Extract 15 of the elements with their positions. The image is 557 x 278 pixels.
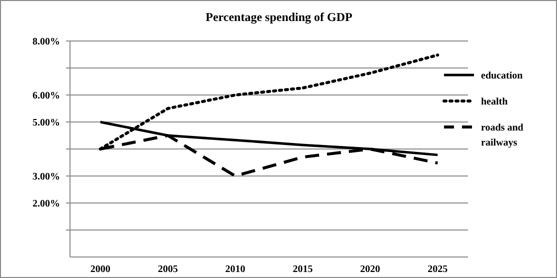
- chart-title: Percentage spending of GDP: [206, 10, 352, 24]
- x-tick-label: 2015: [292, 264, 313, 275]
- y-tick-label: 6.00%: [32, 90, 60, 102]
- x-tick-label: 2005: [158, 264, 178, 275]
- y-tick-label: 2.00%: [32, 198, 60, 210]
- x-tick-label: 2020: [360, 264, 380, 275]
- x-tick-label: 2010: [225, 264, 246, 275]
- x-tick-label: 2000: [90, 264, 110, 275]
- y-tick-label: 8.00%: [32, 36, 60, 48]
- legend-label: roads and railways: [481, 122, 524, 148]
- legend-label: health: [481, 96, 508, 108]
- y-tick-label: 3.00%: [32, 172, 60, 182]
- y-tick-label: 5.00%: [32, 118, 60, 128]
- legend-label: education: [481, 70, 524, 82]
- x-tick-label: 2025: [428, 264, 448, 275]
